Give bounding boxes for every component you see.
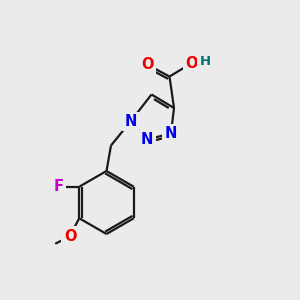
Text: N: N [124,114,137,129]
Text: N: N [165,126,177,141]
Text: O: O [141,57,153,72]
Text: N: N [141,132,153,147]
Text: F: F [53,179,63,194]
Text: O: O [64,229,76,244]
Text: H: H [200,55,211,68]
Text: O: O [186,56,198,70]
